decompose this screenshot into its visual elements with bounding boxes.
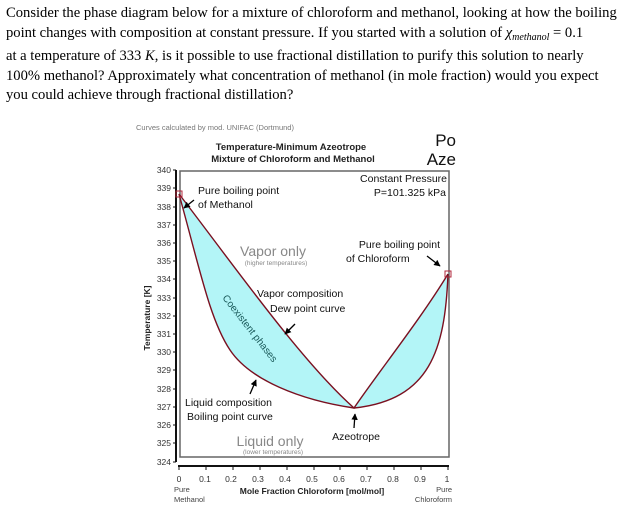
azeotrope-label: Azeotrope bbox=[332, 431, 380, 443]
svg-text:324: 324 bbox=[157, 457, 171, 467]
coexistence-region bbox=[179, 194, 448, 408]
svg-text:339: 339 bbox=[157, 183, 171, 193]
chloroform-point-marker bbox=[444, 270, 452, 278]
svg-text:0.3: 0.3 bbox=[252, 474, 264, 484]
methanol-arrow-icon bbox=[183, 199, 195, 209]
pure-methanol-label-2: of Methanol bbox=[198, 199, 253, 211]
question-text: Consider the phase diagram below for a m… bbox=[6, 4, 626, 106]
svg-text:336: 336 bbox=[157, 238, 171, 248]
methanol-point-marker bbox=[175, 190, 183, 198]
svg-text:340: 340 bbox=[157, 165, 171, 175]
svg-text:0.6: 0.6 bbox=[333, 474, 345, 484]
question-line-3: at a temperature of 333 K, is it possibl… bbox=[6, 48, 584, 65]
x-tick-labels: 0 0.1 0.2 0.3 0.4 0.5 0.6 0.7 0.8 0.9 1 bbox=[177, 474, 450, 484]
chart-title-2: Mixture of Chloroform and Methanol bbox=[211, 154, 375, 165]
credit-text: Curves calculated by mod. UNIFAC (Dortmu… bbox=[136, 123, 294, 132]
svg-text:1: 1 bbox=[445, 474, 450, 484]
dew-point-curve-label: Dew point curve bbox=[270, 303, 345, 315]
y-axis-label: Temperature [K] bbox=[142, 285, 152, 350]
svg-text:0.2: 0.2 bbox=[225, 474, 237, 484]
liquid-composition-label: Liquid composition bbox=[185, 397, 272, 409]
chloroform-arrow-icon bbox=[426, 255, 441, 267]
pure-chloroform-label-2: of Chloroform bbox=[346, 253, 410, 265]
pure-chloroform-label-1: Pure boiling point bbox=[359, 239, 440, 251]
svg-text:0: 0 bbox=[177, 474, 182, 484]
chi-subscript: methanol bbox=[512, 31, 550, 43]
svg-text:0.4: 0.4 bbox=[279, 474, 291, 484]
svg-text:0.5: 0.5 bbox=[306, 474, 318, 484]
pure-methanol-label-1: Pure boiling point bbox=[198, 185, 279, 197]
x-end-left-1: Pure bbox=[174, 485, 190, 494]
y-tick-labels: 340 339 338 337 336 335 334 333 332 331 … bbox=[157, 165, 171, 467]
azeotrope-arrow-icon bbox=[351, 413, 358, 429]
liquid-only-label: Liquid only bbox=[237, 433, 304, 449]
x-end-right-2: Chloroform bbox=[415, 495, 452, 504]
svg-text:0.8: 0.8 bbox=[387, 474, 399, 484]
question-line-1: Consider the phase diagram below for a m… bbox=[6, 5, 617, 21]
vapor-composition-label: Vapor composition bbox=[257, 288, 343, 300]
question-line-5: you could achieve through fractional dis… bbox=[6, 87, 294, 104]
x-end-left-2: Methanol bbox=[174, 495, 205, 504]
svg-text:0.9: 0.9 bbox=[414, 474, 426, 484]
y-ticks bbox=[173, 169, 176, 463]
dew-point-curve bbox=[178, 193, 449, 410]
question-line-2: point changes with composition at consta… bbox=[6, 24, 584, 43]
vapor-only-label: Vapor only bbox=[240, 243, 306, 259]
svg-text:0.1: 0.1 bbox=[199, 474, 211, 484]
x-ticks bbox=[178, 466, 449, 470]
svg-text:0.7: 0.7 bbox=[360, 474, 372, 484]
cut-title-1: Po bbox=[435, 131, 456, 150]
chi-symbol: χ bbox=[505, 24, 513, 41]
svg-text:329: 329 bbox=[157, 365, 171, 375]
plot-frame bbox=[179, 170, 450, 458]
boiling-arrow-icon bbox=[249, 379, 257, 395]
liquid-only-sublabel: (lower temperatures) bbox=[243, 449, 303, 456]
svg-text:331: 331 bbox=[157, 329, 171, 339]
svg-text:337: 337 bbox=[157, 220, 171, 230]
question-line-4: 100% methanol? Approximately what concen… bbox=[6, 67, 599, 84]
svg-text:334: 334 bbox=[157, 274, 171, 284]
chart-title-1: Temperature-Minimum Azeotrope bbox=[216, 142, 366, 153]
constant-pressure-label: Constant Pressure bbox=[360, 173, 447, 185]
pressure-value-label: P=101.325 kPa bbox=[374, 187, 446, 199]
svg-text:327: 327 bbox=[157, 402, 171, 412]
svg-text:332: 332 bbox=[157, 311, 171, 321]
svg-text:335: 335 bbox=[157, 256, 171, 266]
svg-text:328: 328 bbox=[157, 384, 171, 394]
svg-text:338: 338 bbox=[157, 202, 171, 212]
svg-text:325: 325 bbox=[157, 438, 171, 448]
x-end-right-1: Pure bbox=[436, 485, 452, 494]
vapor-only-sublabel: (higher temperatures) bbox=[245, 260, 308, 267]
svg-text:326: 326 bbox=[157, 420, 171, 430]
boiling-point-curve bbox=[178, 193, 449, 409]
boiling-point-curve-label: Boiling point curve bbox=[187, 411, 273, 423]
svg-text:333: 333 bbox=[157, 293, 171, 303]
x-axis-label: Mole Fraction Chloroform [mol/mol] bbox=[240, 486, 385, 496]
cut-title-2: Aze bbox=[427, 150, 456, 169]
dew-arrow-icon bbox=[284, 323, 296, 335]
svg-text:330: 330 bbox=[157, 347, 171, 357]
